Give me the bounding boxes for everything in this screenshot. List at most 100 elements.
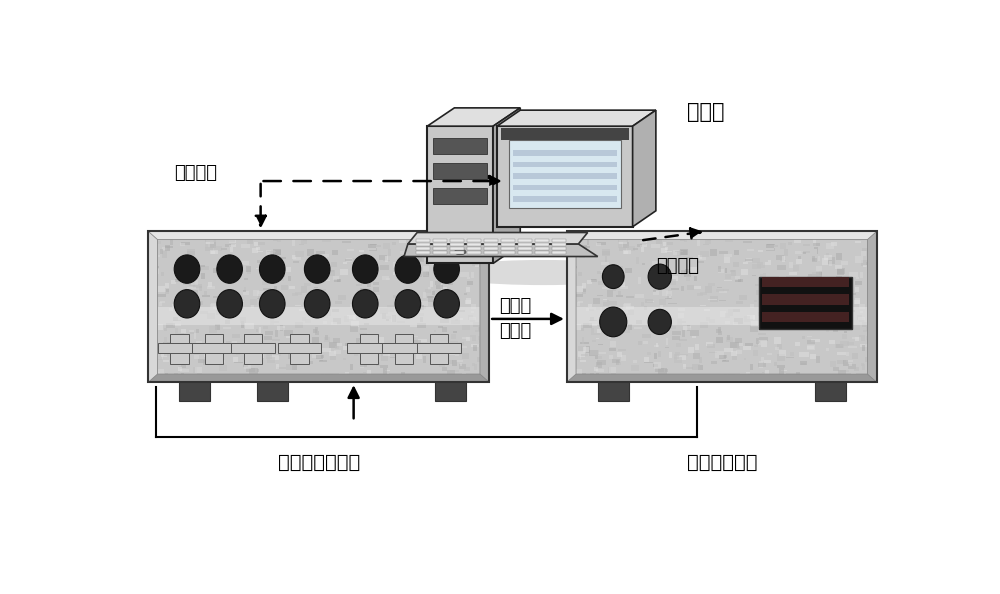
Bar: [618, 349, 626, 351]
Bar: [752, 258, 760, 263]
Bar: [205, 244, 208, 248]
Bar: [324, 337, 330, 342]
Bar: [839, 309, 847, 314]
Bar: [245, 323, 254, 328]
Bar: [512, 185, 617, 190]
Bar: [473, 248, 481, 251]
Bar: [306, 296, 314, 302]
Bar: [518, 251, 532, 254]
Bar: [213, 305, 221, 309]
Bar: [236, 352, 240, 355]
Bar: [838, 296, 846, 298]
Bar: [258, 293, 263, 299]
Bar: [675, 236, 683, 240]
Bar: [436, 257, 444, 264]
Bar: [148, 307, 489, 325]
Bar: [316, 291, 324, 293]
Bar: [353, 264, 361, 268]
Bar: [761, 289, 769, 295]
Bar: [305, 320, 311, 323]
Bar: [316, 251, 325, 254]
Bar: [698, 255, 702, 258]
Bar: [452, 359, 457, 366]
Bar: [357, 290, 364, 295]
Bar: [161, 351, 167, 357]
Bar: [590, 317, 594, 321]
Bar: [207, 313, 215, 320]
Bar: [679, 339, 687, 341]
Bar: [763, 262, 768, 265]
Bar: [264, 375, 267, 380]
Bar: [445, 344, 452, 348]
Bar: [788, 242, 792, 245]
Bar: [626, 236, 628, 242]
Ellipse shape: [600, 307, 627, 337]
Bar: [578, 272, 582, 276]
Bar: [244, 362, 251, 369]
Bar: [467, 244, 481, 246]
Bar: [344, 316, 349, 322]
Bar: [408, 291, 414, 296]
Bar: [392, 242, 396, 245]
Bar: [727, 336, 730, 340]
Bar: [777, 365, 785, 368]
Bar: [433, 188, 487, 204]
Bar: [388, 249, 391, 256]
Bar: [305, 352, 314, 353]
Bar: [789, 295, 794, 298]
Bar: [595, 356, 598, 359]
Bar: [594, 366, 598, 371]
Bar: [343, 262, 347, 264]
Bar: [162, 247, 167, 250]
Bar: [270, 355, 279, 361]
Bar: [830, 361, 836, 367]
Bar: [708, 299, 717, 300]
Bar: [393, 261, 397, 268]
Bar: [583, 347, 589, 352]
Bar: [380, 308, 388, 314]
Bar: [598, 281, 604, 285]
Bar: [279, 257, 286, 260]
Bar: [623, 250, 631, 254]
Bar: [234, 299, 242, 303]
Bar: [803, 233, 812, 240]
Bar: [367, 370, 371, 374]
Bar: [257, 369, 259, 372]
Polygon shape: [480, 232, 489, 383]
Bar: [732, 356, 737, 359]
Bar: [635, 294, 644, 298]
Bar: [710, 296, 718, 302]
Bar: [858, 317, 865, 320]
Bar: [364, 323, 369, 325]
Bar: [165, 292, 169, 294]
Bar: [423, 271, 429, 277]
Bar: [382, 276, 389, 280]
Bar: [286, 336, 291, 338]
Bar: [295, 292, 302, 295]
Bar: [644, 305, 647, 309]
Bar: [367, 280, 371, 287]
Bar: [434, 348, 437, 350]
Bar: [253, 290, 259, 296]
Bar: [400, 251, 407, 254]
Bar: [322, 254, 329, 257]
Bar: [180, 369, 189, 372]
Bar: [578, 346, 584, 352]
Bar: [860, 311, 863, 313]
Bar: [609, 348, 616, 351]
Bar: [335, 346, 339, 349]
Bar: [271, 321, 279, 323]
Bar: [852, 353, 858, 359]
Bar: [266, 354, 272, 359]
Bar: [589, 320, 597, 324]
Bar: [869, 306, 876, 309]
Bar: [257, 383, 288, 400]
Bar: [667, 293, 671, 299]
Bar: [811, 323, 820, 328]
Bar: [336, 343, 342, 346]
Bar: [862, 346, 865, 350]
Bar: [758, 333, 766, 336]
Bar: [438, 326, 443, 328]
Bar: [407, 299, 414, 304]
Bar: [693, 353, 700, 359]
